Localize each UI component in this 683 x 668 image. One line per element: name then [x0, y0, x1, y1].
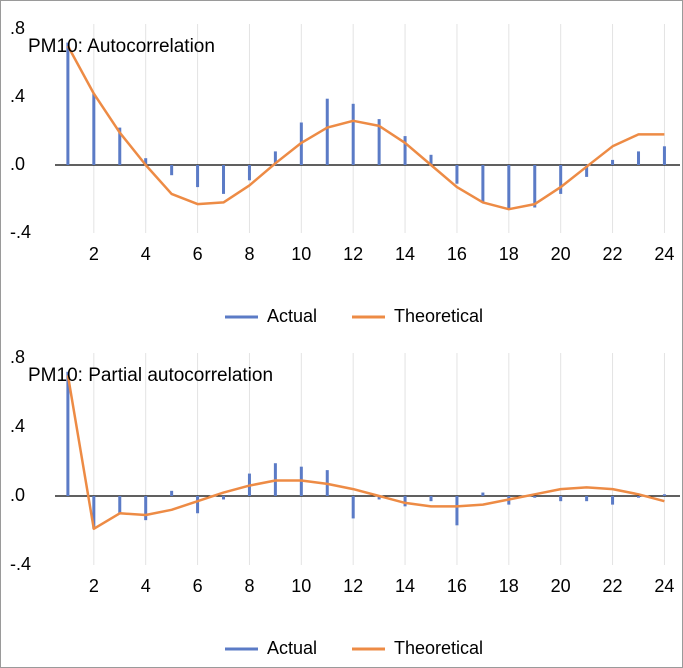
bar [662, 146, 666, 165]
bar [377, 119, 381, 165]
x-tick-label: 18 [499, 576, 519, 596]
bar [559, 496, 563, 502]
bar [196, 165, 200, 188]
bar [222, 165, 226, 194]
chart-title: PM10: Partial autocorrelation [28, 365, 273, 386]
y-tick-label: .0 [10, 154, 25, 174]
y-tick-label: -.4 [10, 554, 31, 574]
x-tick-label: 6 [193, 244, 203, 264]
bar [92, 93, 96, 165]
bar [325, 98, 329, 165]
bar [66, 42, 70, 165]
legend-label: Actual [267, 638, 317, 658]
line [66, 375, 665, 531]
x-tick-label: 14 [395, 576, 415, 596]
chart-title: PM10: Autocorrelation [28, 36, 215, 57]
x-tick-label: 10 [291, 576, 311, 596]
x-tick-label: 2 [89, 576, 99, 596]
bar [611, 159, 615, 165]
y-tick-label: .4 [10, 416, 25, 436]
bar [585, 496, 589, 502]
bar [403, 496, 407, 507]
legend-label: Actual [267, 306, 317, 326]
bar [662, 494, 666, 496]
bar [377, 496, 381, 500]
bar [611, 496, 615, 505]
bar [481, 165, 485, 203]
y-tick-label: .4 [10, 86, 25, 106]
y-tick-label: .8 [10, 18, 25, 38]
x-tick-label: 12 [343, 244, 363, 264]
bar [170, 165, 174, 176]
bar [222, 496, 226, 500]
x-tick-label: 4 [141, 576, 151, 596]
bar [92, 496, 96, 529]
bar [585, 165, 589, 177]
x-tick-label: 2 [89, 244, 99, 264]
x-tick-label: 20 [551, 576, 571, 596]
bar [455, 496, 459, 526]
bar [351, 103, 355, 165]
x-tick-label: 20 [551, 244, 571, 264]
bar [455, 165, 459, 184]
bar [481, 492, 485, 496]
bar [66, 371, 70, 496]
bar [429, 496, 433, 502]
x-tick-label: 6 [193, 576, 203, 596]
bar [533, 496, 537, 498]
x-tick-label: 14 [395, 244, 415, 264]
bar [144, 496, 148, 521]
legend-label: Theoretical [394, 638, 483, 658]
bar [144, 158, 148, 165]
bar [247, 165, 251, 181]
bar [429, 154, 433, 165]
bar [196, 496, 200, 514]
bar [637, 496, 641, 498]
y-tick-label: .0 [10, 485, 25, 505]
x-tick-label: 24 [654, 244, 674, 264]
bar [637, 151, 641, 165]
x-tick-label: 22 [603, 244, 623, 264]
x-tick-label: 10 [291, 244, 311, 264]
x-tick-label: 12 [343, 576, 363, 596]
x-tick-label: 18 [499, 244, 519, 264]
legend-label: Theoretical [394, 306, 483, 326]
x-tick-label: 8 [244, 244, 254, 264]
x-tick-label: 4 [141, 244, 151, 264]
x-tick-label: 22 [603, 576, 623, 596]
bar [118, 496, 122, 514]
line [66, 45, 665, 211]
bar [118, 127, 122, 165]
y-tick-label: -.4 [10, 222, 31, 242]
bar [273, 151, 277, 165]
bar [559, 165, 563, 194]
x-tick-label: 16 [447, 244, 467, 264]
x-tick-label: 16 [447, 576, 467, 596]
bar [533, 165, 537, 208]
bar [170, 490, 174, 496]
bar [507, 165, 511, 210]
x-tick-label: 24 [654, 576, 674, 596]
bar [351, 496, 355, 519]
x-tick-label: 8 [244, 576, 254, 596]
y-tick-label: .8 [10, 347, 25, 367]
bar [403, 136, 407, 165]
